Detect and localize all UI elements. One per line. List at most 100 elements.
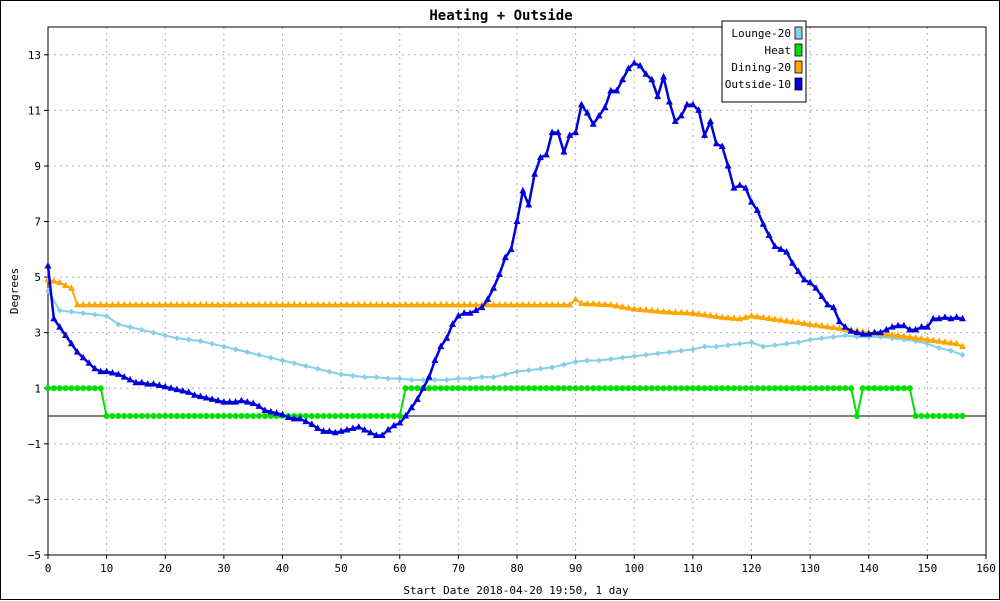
data-point	[232, 346, 239, 353]
data-point	[836, 385, 843, 392]
data-point	[325, 427, 333, 434]
data-point	[144, 413, 151, 420]
data-point	[408, 376, 415, 383]
data-point	[835, 324, 843, 332]
data-point	[807, 336, 814, 343]
data-point	[766, 385, 773, 392]
data-point	[108, 368, 116, 376]
data-point	[243, 398, 251, 405]
data-point	[237, 300, 245, 308]
data-point	[936, 413, 943, 420]
data-point	[378, 300, 386, 308]
data-point	[455, 385, 462, 392]
data-point	[748, 339, 755, 346]
legend-box	[721, 20, 807, 103]
data-point	[543, 385, 550, 392]
data-point	[460, 300, 468, 308]
data-point	[226, 398, 234, 405]
data-point	[173, 413, 180, 420]
data-point	[273, 409, 281, 416]
data-point	[900, 385, 907, 392]
data-point	[777, 245, 785, 252]
data-point	[179, 387, 187, 394]
data-point	[730, 314, 738, 321]
data-point	[431, 376, 438, 383]
x-axis-label: Start Date 2018-04-20 19:50, 1 day	[403, 584, 629, 597]
data-point	[108, 300, 116, 308]
data-point	[672, 385, 679, 392]
data-point	[396, 300, 404, 308]
data-point	[847, 327, 855, 334]
data-point	[771, 385, 778, 392]
data-point	[437, 385, 444, 392]
data-point	[636, 61, 644, 69]
data-point	[232, 300, 240, 308]
data-point	[601, 385, 608, 392]
data-point	[168, 413, 175, 420]
data-point	[853, 328, 861, 336]
data-point	[91, 385, 98, 392]
data-point	[308, 413, 315, 420]
data-point	[425, 300, 433, 308]
data-point	[642, 385, 649, 392]
data-point	[144, 300, 152, 308]
data-point	[918, 334, 926, 342]
data-point	[208, 300, 216, 308]
data-point	[648, 75, 656, 83]
data-point	[501, 253, 509, 261]
chart-title: Heating + Outside	[429, 8, 572, 24]
y-axis-label: Degrees	[8, 268, 21, 314]
data-point	[138, 326, 145, 333]
data-point	[73, 300, 81, 308]
x-tick-label: 10	[100, 562, 113, 575]
data-point	[138, 413, 145, 420]
data-point	[894, 321, 902, 329]
data-point	[924, 413, 931, 420]
data-point	[654, 350, 661, 357]
data-point	[296, 300, 304, 308]
data-point	[155, 300, 163, 308]
x-tick-label: 50	[335, 562, 348, 575]
data-point	[431, 385, 438, 392]
data-point	[636, 305, 644, 313]
data-point	[167, 384, 175, 391]
legend-swatch	[794, 26, 803, 40]
data-point	[830, 323, 838, 331]
data-point	[443, 385, 450, 392]
data-point	[261, 300, 269, 308]
data-point	[713, 385, 720, 392]
x-tick-label: 80	[510, 562, 523, 575]
data-point	[947, 347, 954, 354]
data-point	[959, 342, 967, 350]
data-point	[426, 385, 433, 392]
data-point	[67, 284, 75, 291]
data-point	[929, 314, 937, 322]
data-point	[478, 385, 485, 392]
data-point	[478, 374, 485, 381]
data-point	[930, 413, 937, 420]
data-point	[519, 186, 527, 194]
data-point	[953, 313, 961, 320]
data-point	[625, 385, 632, 392]
data-point	[244, 349, 251, 356]
data-point	[407, 300, 415, 308]
x-tick-label: 70	[452, 562, 465, 575]
data-point	[712, 139, 720, 147]
data-point	[179, 413, 186, 420]
data-point	[132, 378, 140, 386]
data-point	[959, 413, 966, 420]
y-tick-label: 7	[34, 216, 41, 229]
data-point	[455, 375, 462, 382]
data-point	[801, 385, 808, 392]
data-point	[86, 385, 93, 392]
data-point	[566, 300, 574, 308]
data-point	[161, 300, 169, 308]
data-point	[132, 413, 139, 420]
data-point	[431, 356, 439, 363]
series-line	[46, 61, 963, 437]
data-point	[719, 385, 726, 392]
data-point	[314, 413, 321, 420]
data-point	[724, 161, 732, 169]
data-point	[431, 300, 439, 308]
data-point	[660, 73, 668, 80]
